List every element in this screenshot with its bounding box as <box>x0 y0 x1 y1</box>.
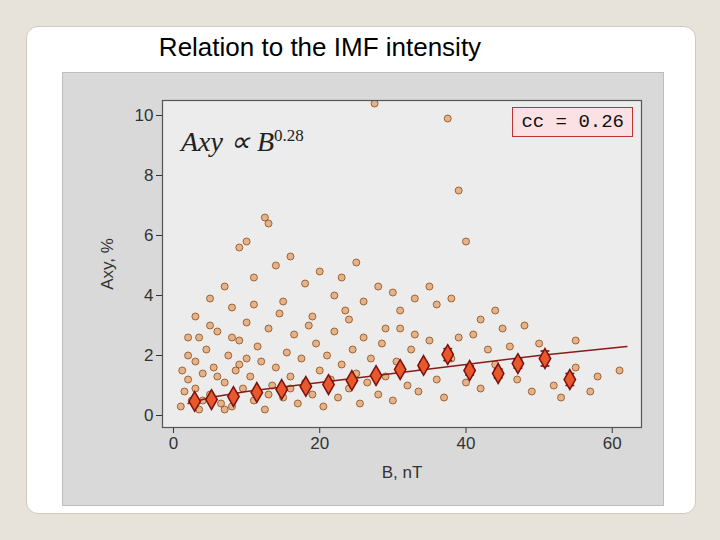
html-text:Relation to the IMF intensity: Relation to the IMF intensity <box>158 32 482 62</box>
html-text:cc = 0.26: cc = 0.26 <box>521 111 624 133</box>
svg-text:40: 40 <box>457 434 476 453</box>
svg-text:20: 20 <box>310 434 329 453</box>
svg-text:8: 8 <box>144 166 153 185</box>
svg-text:4: 4 <box>144 286 153 305</box>
svg-text:10: 10 <box>135 106 154 125</box>
svg-text:6: 6 <box>144 226 153 245</box>
svg-text:B, nT: B, nT <box>382 463 423 482</box>
svg-text:0: 0 <box>144 406 153 425</box>
svg-text:Axy, %: Axy, % <box>98 238 117 290</box>
html-text:Axy ∝ B0.28: Axy ∝ B0.28 <box>181 125 304 157</box>
svg-text:60: 60 <box>603 434 622 453</box>
svg-text:0: 0 <box>169 434 178 453</box>
svg-text:2: 2 <box>144 346 153 365</box>
